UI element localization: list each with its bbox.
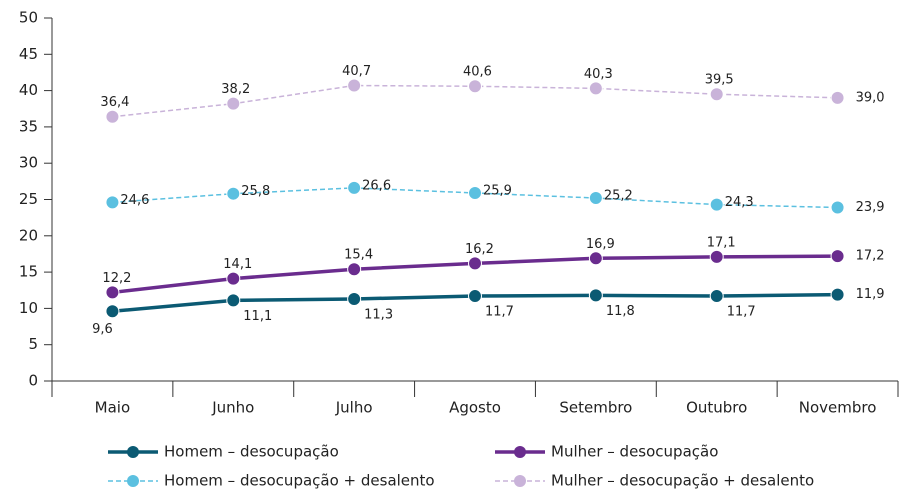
data-label: 23,9 bbox=[856, 200, 885, 215]
y-tick-label: 10 bbox=[19, 299, 38, 317]
point bbox=[588, 81, 603, 96]
data-label: 17,2 bbox=[856, 249, 885, 264]
data-label: 25,8 bbox=[241, 184, 270, 199]
legend-marker bbox=[514, 475, 526, 487]
data-label: 11,9 bbox=[856, 287, 885, 302]
point bbox=[347, 262, 362, 277]
legend-marker bbox=[514, 446, 526, 458]
data-label: 11,7 bbox=[485, 305, 514, 320]
x-tick-label: Agosto bbox=[449, 399, 501, 417]
point bbox=[588, 251, 603, 266]
data-label: 39,5 bbox=[705, 73, 734, 88]
legend-marker bbox=[127, 446, 139, 458]
point bbox=[105, 109, 120, 124]
y-tick-label: 50 bbox=[19, 9, 38, 27]
point bbox=[105, 285, 120, 300]
y-tick-label: 20 bbox=[19, 226, 38, 244]
point bbox=[709, 289, 724, 304]
y-tick-label: 5 bbox=[28, 335, 38, 353]
point bbox=[226, 96, 241, 111]
y-tick-label: 15 bbox=[19, 263, 38, 281]
point bbox=[709, 87, 724, 102]
point bbox=[588, 191, 603, 206]
x-tick-label: Junho bbox=[211, 399, 254, 417]
data-label: 36,4 bbox=[100, 95, 129, 110]
data-label: 25,9 bbox=[483, 183, 512, 198]
data-label: 14,1 bbox=[223, 257, 252, 272]
point bbox=[709, 249, 724, 264]
point bbox=[347, 78, 362, 93]
data-label: 40,7 bbox=[342, 64, 371, 79]
point bbox=[468, 185, 482, 200]
point bbox=[468, 79, 482, 94]
data-label: 11,8 bbox=[606, 304, 635, 319]
y-tick-label: 0 bbox=[28, 372, 38, 390]
point bbox=[347, 180, 362, 195]
data-label: 38,2 bbox=[221, 82, 250, 97]
point bbox=[226, 271, 241, 286]
data-label: 9,6 bbox=[92, 322, 113, 337]
data-label: 40,6 bbox=[463, 65, 492, 80]
point bbox=[105, 195, 120, 210]
y-tick-label: 25 bbox=[19, 190, 38, 208]
data-label: 12,2 bbox=[102, 271, 131, 286]
point bbox=[588, 288, 603, 303]
point bbox=[468, 289, 482, 304]
data-label: 11,3 bbox=[364, 307, 393, 322]
point bbox=[830, 200, 845, 215]
data-label: 17,1 bbox=[707, 235, 736, 250]
x-tick-label: Outubro bbox=[686, 399, 747, 417]
data-label: 15,4 bbox=[344, 248, 373, 263]
legend-marker bbox=[127, 475, 139, 487]
x-tick-label: Novembro bbox=[799, 399, 877, 417]
point bbox=[105, 304, 120, 319]
point bbox=[709, 197, 724, 212]
data-label: 25,2 bbox=[604, 189, 633, 204]
point bbox=[226, 186, 241, 201]
point bbox=[226, 293, 241, 308]
legend-label: Homem – desocupação bbox=[164, 443, 339, 461]
legend-label: Homem – desocupação + desalento bbox=[164, 472, 435, 490]
point bbox=[830, 287, 845, 302]
data-label: 24,6 bbox=[120, 193, 149, 208]
x-tick-label: Julho bbox=[335, 399, 373, 417]
data-label: 11,7 bbox=[727, 305, 756, 320]
legend-label: Mulher – desocupação + desalento bbox=[551, 472, 814, 490]
data-label: 26,6 bbox=[362, 178, 391, 193]
data-label: 40,3 bbox=[584, 67, 613, 82]
data-label: 16,2 bbox=[465, 242, 494, 257]
point bbox=[347, 291, 362, 306]
x-tick-label: Maio bbox=[95, 399, 130, 417]
y-tick-label: 30 bbox=[19, 154, 38, 172]
data-label: 24,3 bbox=[725, 195, 754, 210]
point bbox=[830, 249, 845, 264]
y-tick-label: 45 bbox=[19, 45, 38, 63]
x-tick-label: Setembro bbox=[559, 399, 632, 417]
point bbox=[468, 256, 482, 271]
data-label: 16,9 bbox=[586, 237, 615, 252]
point bbox=[830, 90, 845, 105]
y-tick-label: 40 bbox=[19, 81, 38, 99]
data-label: 39,0 bbox=[856, 90, 885, 105]
legend-label: Mulher – desocupação bbox=[551, 443, 718, 461]
data-label: 11,1 bbox=[243, 309, 272, 324]
y-tick-label: 35 bbox=[19, 117, 38, 135]
